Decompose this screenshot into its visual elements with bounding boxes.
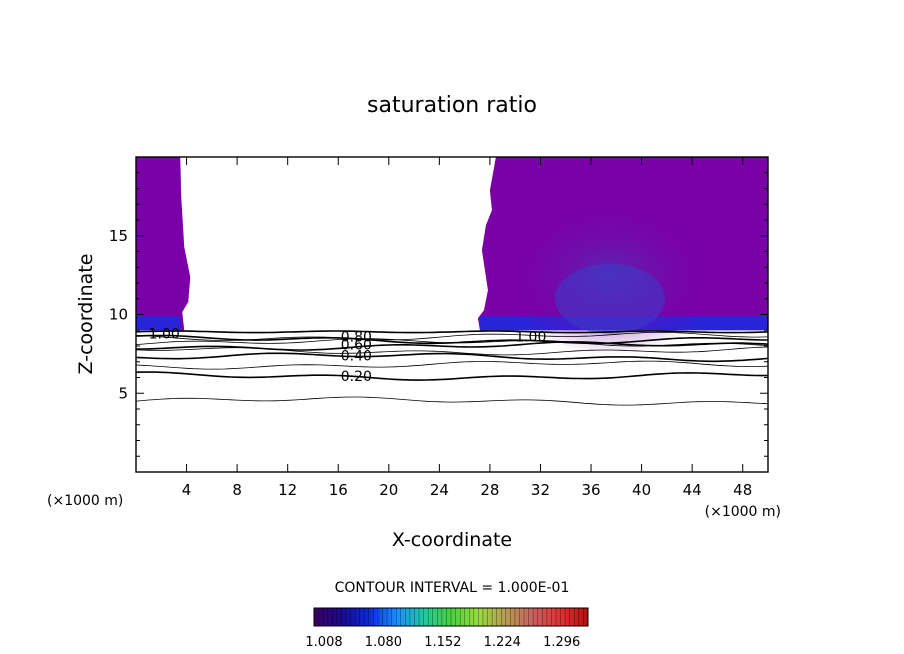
contour-label: 0.20 <box>341 369 372 385</box>
x-tick-label: 32 <box>531 481 550 499</box>
colorbar <box>314 608 588 626</box>
colorbar-tick-label: 1.080 <box>365 635 402 650</box>
x-tick-label: 44 <box>683 481 702 499</box>
y-tick-label: 10 <box>109 306 128 324</box>
x-tick-label: 8 <box>232 481 242 499</box>
colorbar-tick-label: 1.008 <box>305 635 342 650</box>
contour-label: 1.00 <box>515 330 546 346</box>
contour-label: 0.80 <box>341 330 372 346</box>
y-axis-ticks: 5 10 15 <box>109 172 768 457</box>
colorbar-labels: 1.008 1.080 1.152 1.224 1.296 <box>305 635 580 650</box>
contour-label: 0.60 <box>341 337 372 353</box>
x-axis-ticks: 4 8 12 16 20 24 28 32 36 40 44 48 <box>182 157 752 499</box>
chart-title: saturation ratio <box>367 93 537 118</box>
y-axis-label: Z-coordinate <box>75 254 97 375</box>
x-unit-label: (×1000 m) <box>705 504 781 520</box>
y-unit-label: (×1000 m) <box>47 493 123 509</box>
contour-line-0.3 <box>135 360 769 370</box>
colorbar-frame <box>313 607 589 627</box>
contour-line-1.00 <box>135 330 769 334</box>
x-tick-label: 40 <box>632 481 651 499</box>
y-tick-label: 15 <box>109 227 128 245</box>
x-tick-label: 28 <box>480 481 499 499</box>
contour-label: 1.00 <box>149 326 180 342</box>
contour-lines <box>135 330 769 406</box>
x-tick-label: 12 <box>278 481 297 499</box>
x-tick-label: 20 <box>379 481 398 499</box>
x-tick-label: 16 <box>329 481 348 499</box>
x-tick-label: 48 <box>733 481 752 499</box>
contour-labels: 1.00 1.00 0.800.600.40 0.20 <box>149 326 547 385</box>
high-saturation-band <box>136 316 181 331</box>
core-high-region <box>555 263 665 334</box>
y-tick-label: 5 <box>118 384 128 402</box>
contour-line-0.2 <box>135 371 768 381</box>
x-tick-label: 4 <box>182 481 192 499</box>
colorbar-tick-label: 1.296 <box>543 635 580 650</box>
contour-line-0.4 <box>135 352 769 363</box>
x-axis-label: X-coordinate <box>392 529 512 551</box>
contour-label: 0.40 <box>341 348 372 364</box>
x-tick-label: 36 <box>581 481 600 499</box>
contour-line-0.9 <box>135 331 769 341</box>
x-tick-label: 24 <box>430 481 449 499</box>
shaded-regions <box>136 157 768 356</box>
contour-interval-label: CONTOUR INTERVAL = 1.000E-01 <box>335 580 570 596</box>
supersaturated-region <box>136 157 191 331</box>
contour-line-0.1 <box>135 396 769 406</box>
colorbar-tick-label: 1.152 <box>424 635 461 650</box>
colorbar-tick-label: 1.224 <box>484 635 521 650</box>
